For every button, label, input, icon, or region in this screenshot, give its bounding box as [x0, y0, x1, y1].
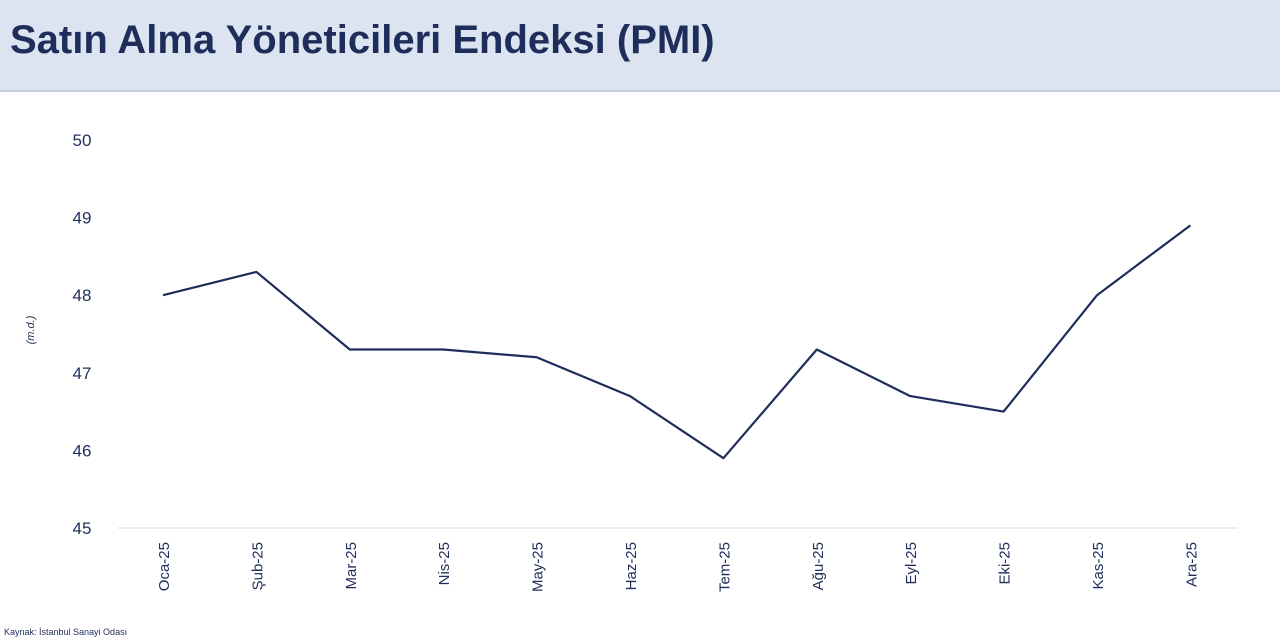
- series-line: [162, 224, 1192, 460]
- y-tick-label: 48: [73, 286, 92, 305]
- x-tick-label: Ağu-25: [810, 542, 827, 590]
- y-tick-label: 50: [73, 131, 92, 150]
- x-tick-label: Eki-25: [997, 542, 1014, 585]
- x-tick-label: Şub-25: [249, 542, 266, 590]
- x-tick-label: Nis-25: [436, 542, 453, 585]
- x-tick-label: Tem-25: [716, 542, 733, 592]
- y-tick-label: 46: [73, 441, 92, 460]
- y-tick-label: 49: [73, 209, 92, 228]
- x-tick-label: Eyl-25: [903, 542, 920, 585]
- x-tick-label: Oca-25: [156, 542, 173, 591]
- x-tick-label: Mar-25: [343, 542, 360, 590]
- x-tick-label: Kas-25: [1090, 542, 1107, 590]
- y-tick-label: 47: [73, 364, 92, 383]
- y-tick-label: 45: [73, 519, 92, 538]
- header-band: Satın Alma Yöneticileri Endeksi (PMI): [0, 0, 1280, 92]
- page-title: Satın Alma Yöneticileri Endeksi (PMI): [10, 18, 715, 62]
- x-tick-label: Ara-25: [1183, 542, 1200, 587]
- x-tick-label: May-25: [530, 542, 547, 592]
- y-axis-label: (m.d.): [25, 315, 37, 344]
- source-note: Kaynak: İstanbul Sanayi Odası: [4, 627, 128, 637]
- x-tick-label: Haz-25: [623, 542, 640, 590]
